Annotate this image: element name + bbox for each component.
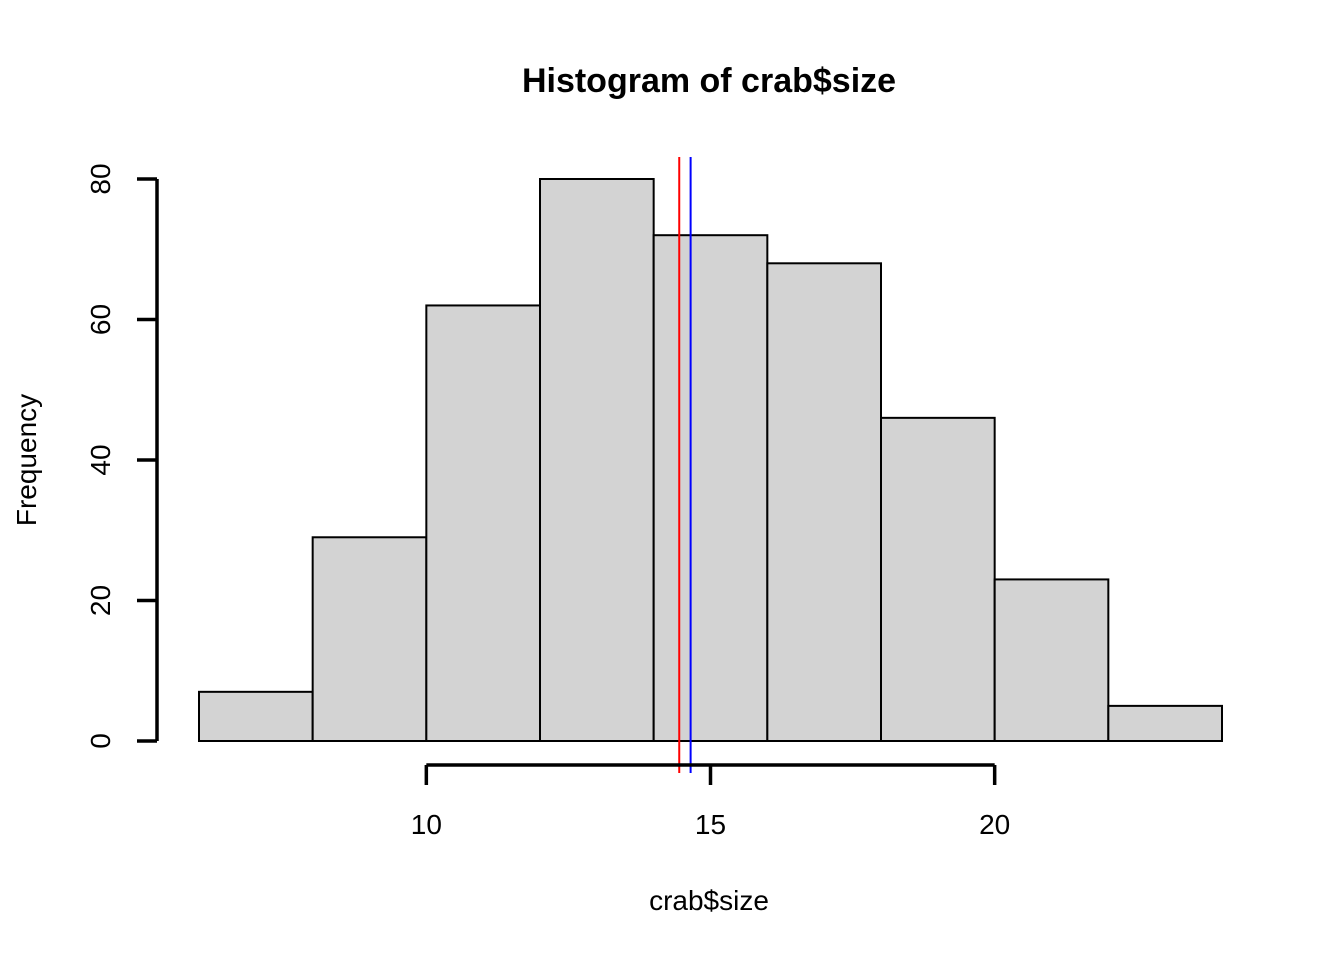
histogram-bar	[652, 234, 769, 742]
y-tick-label: 60	[85, 304, 116, 335]
reference-lines-group	[678, 157, 692, 773]
y-tick-label: 40	[85, 444, 116, 475]
y-axis: 0 20 40 60 80	[85, 163, 159, 749]
y-tick-label: 0	[85, 733, 116, 749]
histogram-bar	[1107, 704, 1224, 742]
histogram-bar	[766, 262, 882, 742]
x-tick-label: 15	[695, 809, 726, 840]
bars-group	[198, 178, 1224, 743]
y-axis-title: Frequency	[11, 394, 42, 526]
histogram-bar	[880, 416, 996, 742]
histogram-bar	[425, 304, 542, 742]
x-axis: 10 15 20	[411, 763, 1010, 840]
histogram-bar	[993, 578, 1110, 742]
x-tick-label: 20	[979, 809, 1010, 840]
x-tick-label: 10	[411, 809, 442, 840]
histogram-bar	[198, 690, 314, 743]
histogram-bar	[539, 178, 655, 742]
y-tick-label: 80	[85, 163, 116, 194]
y-tick-label: 20	[85, 585, 116, 616]
chart-title: Histogram of crab$size	[522, 62, 896, 100]
x-axis-title: crab$size	[649, 885, 769, 916]
histogram-bar	[311, 536, 428, 743]
